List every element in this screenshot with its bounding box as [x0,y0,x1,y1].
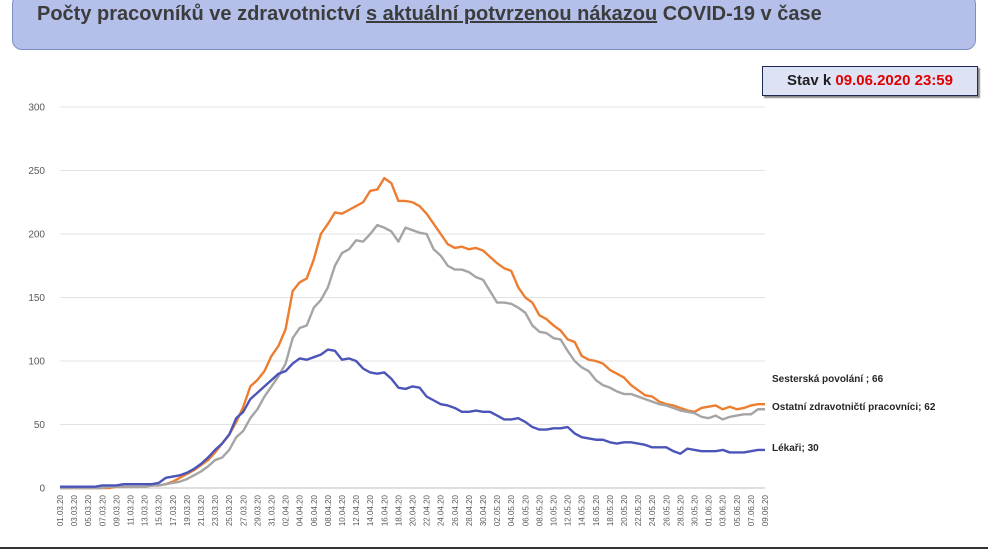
series-line [60,223,765,490]
x-tick-label: 24.05.20 [648,494,657,526]
series-line [60,176,765,490]
series-end-labels: Sesterská povolání ; 66 Ostatní zdravotni… [772,374,936,454]
x-tick-label: 02.04.20 [282,494,291,526]
x-tick-label: 15.03.20 [155,494,164,526]
x-tick-label: 20.04.20 [409,494,418,526]
x-tick-label: 16.05.20 [592,494,601,526]
x-tick-label: 10.05.20 [550,494,559,526]
title-banner: Počty pracovníků ve zdravotnictví s aktu… [12,0,976,50]
x-tick-label: 09.06.20 [761,494,770,526]
x-tick-label: 26.05.20 [662,494,671,526]
x-tick-label: 07.06.20 [747,494,756,526]
x-tick-label: 04.04.20 [296,494,305,526]
x-tick-label: 14.05.20 [578,494,587,526]
x-tick-label: 08.05.20 [535,494,544,526]
series-end-label: Sesterská povolání ; 66 [772,374,884,385]
x-tick-label: 06.05.20 [521,494,530,526]
x-tick-label: 28.05.20 [676,494,685,526]
y-tick-label: 250 [28,166,45,177]
x-tick-label: 12.04.20 [352,494,361,526]
x-tick-label: 28.04.20 [465,494,474,526]
series-end-label: Lékaři; 30 [772,443,819,454]
x-tick-label: 16.04.20 [380,494,389,526]
x-tick-label: 25.03.20 [225,494,234,526]
gridlines [60,106,765,489]
x-tick-label: 23.03.20 [211,494,220,526]
x-tick-label: 22.05.20 [634,494,643,526]
x-tick-label: 11.03.20 [127,494,136,525]
x-tick-label: 18.05.20 [606,494,615,526]
x-tick-label: 05.06.20 [733,494,742,526]
title-part-underlined: s aktuální potvrzenou nákazou [366,3,658,25]
y-axis-labels: 0 50 100 150 200 250 300 [28,103,45,495]
x-tick-label: 20.05.20 [620,494,629,526]
x-tick-label: 02.05.20 [493,494,502,526]
x-tick-label: 30.04.20 [479,494,488,526]
bottom-rule [0,547,988,549]
status-datetime: 09.06.2020 23:59 [835,72,953,89]
page-title: Počty pracovníků ve zdravotnictví s aktu… [37,1,822,27]
x-tick-label: 31.03.20 [268,494,277,526]
x-tick-label: 29.03.20 [253,494,262,526]
y-tick-label: 300 [28,103,45,114]
status-box: Stav k 09.06.2020 23:59 [762,66,978,96]
x-tick-label: 30.05.20 [691,494,700,526]
x-tick-label: 05.03.20 [84,494,93,526]
y-tick-label: 100 [28,357,45,368]
x-tick-label: 03.06.20 [719,494,728,526]
y-tick-label: 0 [39,484,45,495]
x-axis-labels: 01.03.20 03.03.20 05.03.20 07.03.20 09.03.20… [56,494,770,526]
x-tick-label: 19.03.20 [183,494,192,526]
x-tick-label: 17.03.20 [169,494,178,526]
x-tick-label: 08.04.20 [324,494,333,526]
x-tick-label: 07.03.20 [98,494,107,526]
x-tick-label: 26.04.20 [451,494,460,526]
x-tick-label: 24.04.20 [437,494,446,526]
x-tick-label: 01.03.20 [56,494,65,526]
x-tick-label: 27.03.20 [239,494,248,526]
series-end-label: Ostatní zdravotničtí pracovníci; 62 [772,402,936,413]
series-lines [60,176,765,490]
x-tick-label: 03.03.20 [70,494,79,526]
x-tick-label: 21.03.20 [197,494,206,526]
x-tick-label: 06.04.20 [310,494,319,526]
x-tick-label: 09.03.20 [112,494,121,526]
x-tick-label: 12.05.20 [564,494,573,526]
status-prefix: Stav k [787,72,836,89]
series-line [60,348,765,488]
y-tick-label: 200 [28,230,45,241]
x-tick-label: 13.03.20 [141,494,150,526]
title-part-1: Počty pracovníků ve zdravotnictví [37,3,366,25]
y-tick-label: 50 [34,420,46,431]
x-tick-label: 14.04.20 [366,494,375,526]
x-tick-label: 04.05.20 [507,494,516,526]
x-tick-label: 22.04.20 [423,494,432,526]
x-tick-label: 01.06.20 [705,494,714,526]
x-tick-label: 10.04.20 [338,494,347,526]
title-part-2: COVID-19 v čase [657,3,822,25]
y-tick-label: 150 [28,293,45,304]
x-tick-label: 18.04.20 [394,494,403,526]
